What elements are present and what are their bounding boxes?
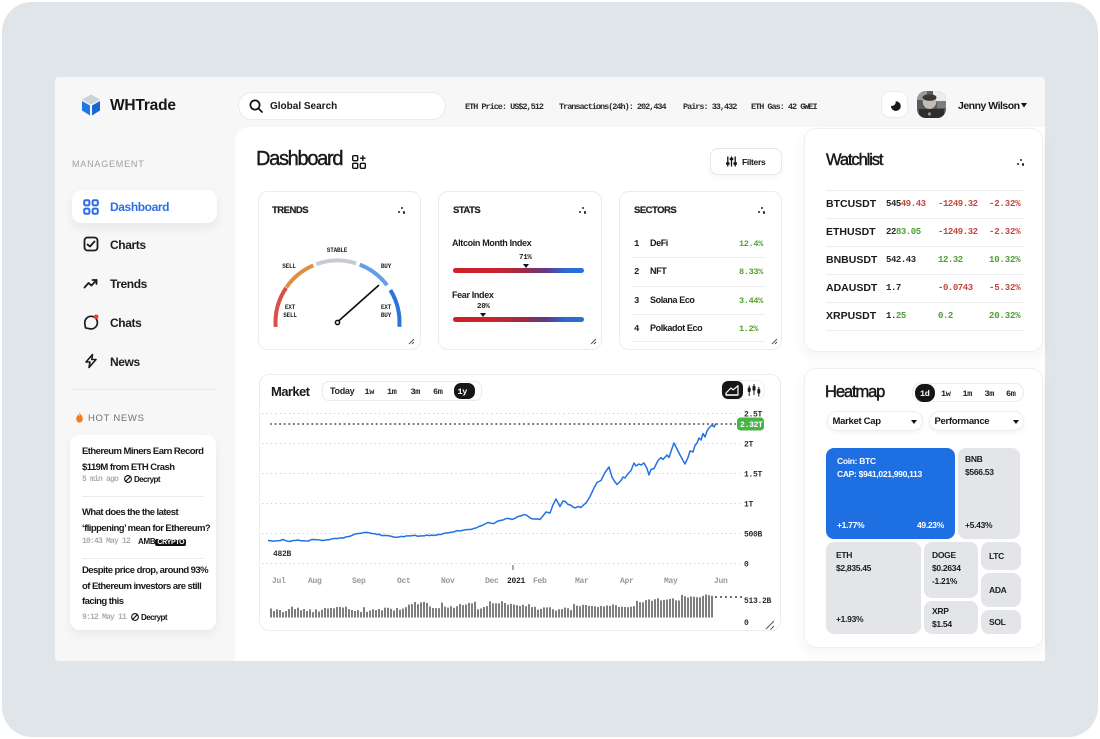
svg-text:1T: 1T [744, 501, 754, 510]
svg-text:Nov: Nov [441, 577, 455, 586]
svg-text:2T: 2T [744, 441, 754, 450]
svg-text:Feb: Feb [533, 577, 547, 586]
svg-text:Oct: Oct [397, 577, 411, 586]
svg-text:Jun: Jun [714, 577, 728, 586]
svg-text:Mar: Mar [575, 577, 589, 586]
svg-text:2.5T: 2.5T [744, 411, 763, 420]
svg-text:482B: 482B [273, 550, 292, 559]
svg-text:May: May [664, 577, 678, 586]
svg-text:1.5T: 1.5T [744, 471, 763, 480]
svg-text:500B: 500B [744, 531, 763, 540]
svg-text:Aug: Aug [308, 577, 322, 586]
svg-text:Sep: Sep [352, 577, 366, 586]
svg-text:0: 0 [744, 619, 749, 628]
svg-text:Jul: Jul [272, 577, 286, 586]
svg-text:Dec: Dec [485, 577, 499, 586]
svg-text:Apr: Apr [620, 577, 634, 586]
svg-text:2021: 2021 [507, 577, 526, 586]
svg-text:2.32T: 2.32T [740, 421, 763, 430]
svg-text:0: 0 [744, 561, 749, 570]
svg-text:513.2B: 513.2B [744, 597, 772, 606]
